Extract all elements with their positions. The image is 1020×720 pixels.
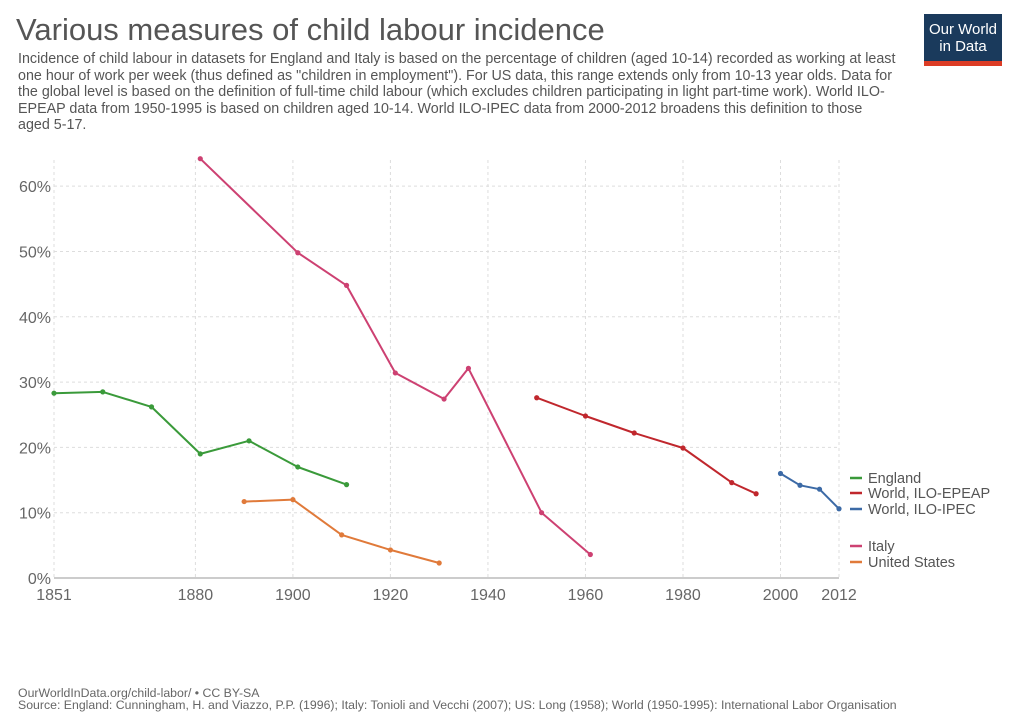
x-tick-label: 1851	[36, 587, 72, 604]
data-point[interactable]	[290, 497, 296, 503]
legend-label[interactable]: Italy	[868, 539, 895, 555]
data-point[interactable]	[387, 547, 394, 553]
data-point[interactable]	[465, 365, 472, 371]
data-point[interactable]	[680, 445, 686, 451]
footer: OurWorldInData.org/child-labor/ • CC BY-…	[18, 687, 897, 711]
owid-logo[interactable]: Our World in Data	[924, 14, 1002, 66]
footer-source: Source: England: Cunningham, H. and Viaz…	[18, 698, 897, 712]
series-line-united-states[interactable]	[244, 498, 440, 564]
data-point[interactable]	[816, 486, 823, 492]
y-tick-label: 10%	[19, 506, 51, 523]
grid-lines	[53, 160, 840, 578]
data-point[interactable]	[392, 370, 398, 376]
data-point[interactable]	[295, 464, 301, 470]
data-point[interactable]	[582, 413, 589, 419]
data-point[interactable]	[343, 282, 350, 288]
series-lines	[51, 156, 842, 566]
x-tick-label: 1880	[178, 587, 214, 604]
data-point[interactable]	[836, 506, 842, 512]
data-point[interactable]	[148, 404, 155, 410]
x-tick-label: 1900	[275, 587, 311, 604]
y-axis: 0% 10% 20% 30% 40% 50% 60%	[19, 179, 51, 588]
y-tick-label: 0%	[28, 571, 51, 588]
data-point[interactable]	[753, 491, 759, 497]
legend-label[interactable]: World, ILO-EPEAP	[868, 486, 990, 502]
x-tick-label: 2000	[763, 587, 799, 604]
chart-title: Various measures of child labour inciden…	[16, 12, 605, 47]
data-point[interactable]	[631, 430, 637, 436]
footer-url[interactable]: OurWorldInData.org/child-labor/ • CC BY-…	[18, 686, 260, 700]
logo-line-1: Our World	[928, 21, 998, 38]
x-tick-label: 2012	[821, 587, 857, 604]
series-line-world-ilo-ipec[interactable]	[779, 472, 840, 510]
series-line-italy[interactable]	[199, 157, 591, 556]
x-tick-label: 1940	[470, 587, 506, 604]
x-tick-label: 1960	[568, 587, 604, 604]
series-line-england[interactable]	[53, 390, 347, 486]
y-tick-label: 30%	[19, 375, 51, 392]
x-axis: 1851 1880 1900 1920 1940 1960 1980 2000 2012	[36, 577, 857, 604]
data-point[interactable]	[343, 482, 350, 488]
data-point[interactable]	[534, 395, 540, 401]
y-tick-label: 50%	[19, 244, 51, 261]
legend-label[interactable]: United States	[868, 555, 955, 571]
x-tick-label: 1920	[373, 587, 409, 604]
logo-line-2: in Data	[939, 38, 987, 55]
data-point[interactable]	[436, 560, 442, 566]
series-line-world-ilo-epeap[interactable]	[536, 396, 757, 495]
data-point[interactable]	[777, 470, 784, 477]
data-point[interactable]	[729, 480, 735, 486]
data-point[interactable]	[51, 390, 57, 396]
legend-label[interactable]: World, ILO-IPEC	[868, 502, 976, 518]
chart-subtitle: Incidence of child labour in datasets fo…	[18, 51, 896, 134]
data-point[interactable]	[246, 438, 252, 444]
x-tick-label: 1980	[665, 587, 701, 604]
data-point[interactable]	[295, 250, 301, 256]
data-point[interactable]	[241, 498, 247, 505]
y-tick-label: 20%	[19, 440, 51, 457]
y-tick-label: 60%	[19, 179, 51, 196]
data-point[interactable]	[441, 396, 447, 402]
data-point[interactable]	[339, 532, 345, 538]
y-tick-label: 40%	[19, 310, 51, 327]
data-point[interactable]	[197, 451, 203, 457]
data-point[interactable]	[587, 551, 593, 558]
line-chart: 0% 10% 20% 30% 40% 50% 60% 1851 1880 1900 1920 194…	[19, 156, 990, 604]
data-point[interactable]	[797, 482, 803, 488]
logo-accent-bar	[924, 61, 1002, 66]
data-point[interactable]	[100, 389, 106, 395]
data-point[interactable]	[538, 510, 545, 516]
data-point[interactable]	[197, 156, 203, 162]
legend-label[interactable]: England	[868, 471, 921, 487]
